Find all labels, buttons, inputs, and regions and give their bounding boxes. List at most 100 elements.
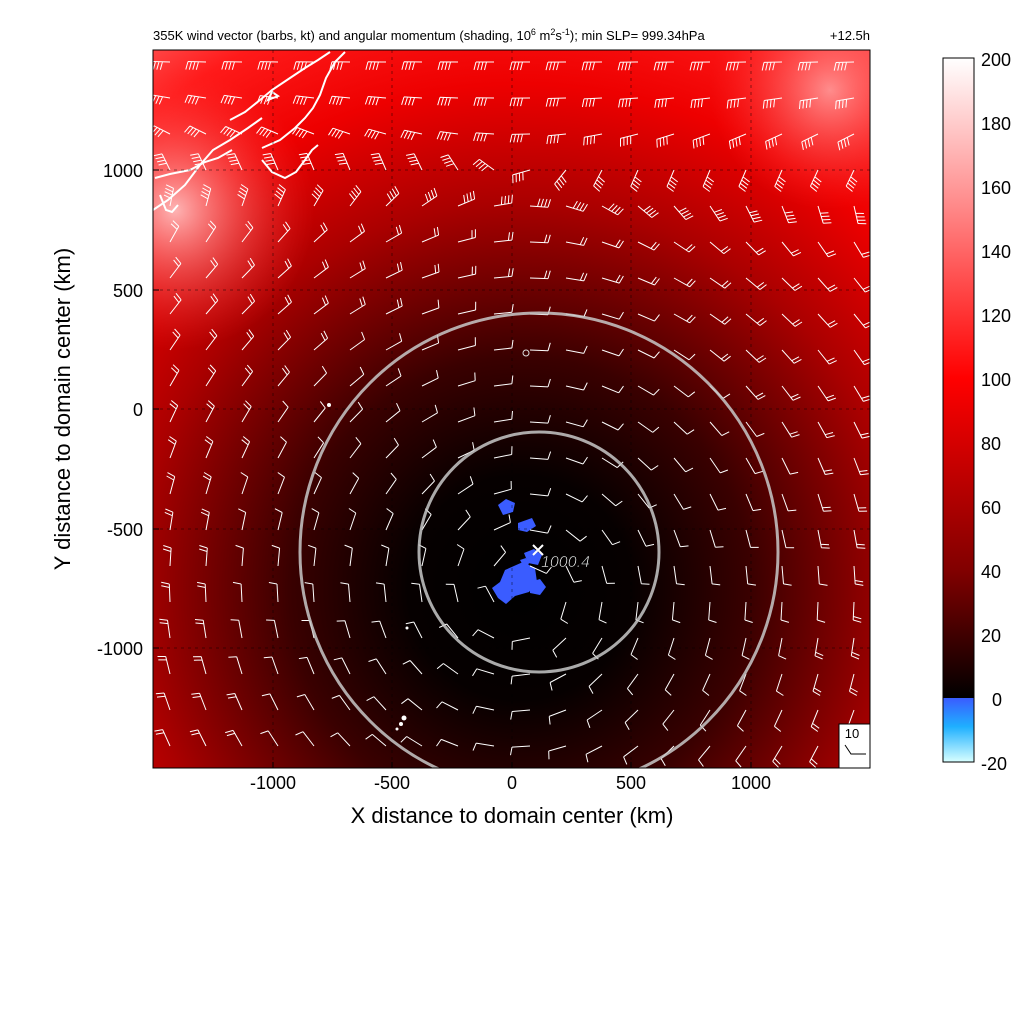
wind-barb <box>313 365 328 387</box>
wind-barb <box>745 421 765 437</box>
wind-barb <box>588 673 603 694</box>
wind-barb <box>220 125 243 138</box>
wind-barb <box>801 133 819 150</box>
wind-barb <box>205 293 219 315</box>
wind-barb <box>637 313 660 322</box>
y-tick: 0 <box>133 400 143 420</box>
wind-barb <box>225 729 243 747</box>
wind-barb <box>344 544 353 567</box>
wind-barb <box>271 544 281 567</box>
high-momentum-top-right <box>153 50 870 768</box>
wind-barb <box>153 94 171 105</box>
wind-barb <box>472 705 495 714</box>
wind-barb <box>230 619 243 639</box>
wind-barb <box>153 61 171 70</box>
wind-barbs <box>153 61 870 768</box>
wind-barb <box>673 205 694 221</box>
wind-barb <box>185 61 207 70</box>
colorbar-tick: 180 <box>981 114 1011 134</box>
wind-barb <box>154 729 171 747</box>
wind-barb <box>493 480 512 495</box>
wind-barb <box>405 621 423 639</box>
coastlines <box>153 51 346 214</box>
wind-barb <box>349 184 362 207</box>
wind-barb <box>781 385 801 401</box>
wind-barb <box>833 61 855 71</box>
wind-barb <box>671 601 681 624</box>
wind-barb <box>365 61 387 71</box>
wind-barb <box>204 436 214 459</box>
wind-barb <box>241 400 252 423</box>
wind-barb <box>853 205 867 225</box>
wind-barb <box>601 529 621 546</box>
wind-barb <box>437 96 459 106</box>
wind-barb <box>656 133 675 148</box>
wind-barb <box>169 220 180 243</box>
wind-barb <box>565 493 588 503</box>
wind-barb <box>565 565 582 583</box>
wind-barb <box>654 97 675 108</box>
wind-barb <box>709 421 730 437</box>
wind-barb <box>493 194 513 207</box>
wind-barb <box>263 656 279 675</box>
wind-barb <box>406 153 423 171</box>
wind-barb <box>585 745 603 763</box>
colorbar-tick: 160 <box>981 178 1011 198</box>
wind-barb <box>241 257 255 279</box>
colorbar-tick: 60 <box>981 498 1001 518</box>
wind-barb <box>673 241 696 253</box>
wind-barb <box>348 508 357 531</box>
wind-barb <box>260 730 279 747</box>
wind-barb <box>274 508 283 531</box>
wind-barb <box>775 673 784 696</box>
wind-barb <box>601 421 624 431</box>
y-axis-label: Y distance to domain center (km) <box>50 248 75 570</box>
wind-barb <box>853 349 870 366</box>
wind-barb <box>666 169 679 192</box>
wind-barb <box>189 729 207 747</box>
wind-barb <box>509 61 530 71</box>
wind-barb <box>421 473 435 495</box>
wind-barb <box>560 601 569 624</box>
wind-barb <box>191 692 207 711</box>
wind-barb <box>493 514 511 531</box>
wind-barb <box>313 295 329 315</box>
wind-barb <box>601 311 624 320</box>
colorbar-tick: 40 <box>981 562 1001 582</box>
x-axis-label: X distance to domain center (km) <box>351 803 674 828</box>
colorbar-tick: 80 <box>981 434 1001 454</box>
wind-barb <box>436 131 459 141</box>
wind-barb <box>581 61 603 71</box>
x-tick: -500 <box>374 773 410 793</box>
wind-barb <box>510 673 531 685</box>
wind-barb <box>199 545 208 567</box>
wind-barb <box>277 365 290 387</box>
wind-barb <box>169 364 180 387</box>
wind-barb <box>349 331 366 351</box>
colorbar-tick: -20 <box>981 754 1007 774</box>
wind-barb <box>313 401 326 423</box>
wind-barb <box>421 263 440 279</box>
wind-barb <box>277 221 291 243</box>
wind-barb <box>401 698 423 711</box>
wind-barb <box>809 745 819 768</box>
wind-barb <box>436 738 459 747</box>
wind-barb <box>402 660 423 675</box>
wind-barb <box>192 656 207 675</box>
wind-barb <box>473 97 495 106</box>
wind-barb <box>313 259 329 279</box>
wind-barb <box>637 529 655 547</box>
wind-barb <box>817 529 830 549</box>
wind-barb <box>421 404 438 423</box>
wind-barb <box>197 581 207 603</box>
wind-barb <box>548 709 567 725</box>
wind-barb <box>545 97 567 107</box>
wind-barb <box>421 226 440 243</box>
wind-barb <box>637 457 659 471</box>
wind-barb <box>421 187 438 207</box>
wind-barb <box>256 95 279 105</box>
wind-barb <box>817 277 838 292</box>
y-tick: -1000 <box>97 639 143 659</box>
wind-barb <box>637 349 660 359</box>
colorbar-tick: 0 <box>992 690 1002 710</box>
